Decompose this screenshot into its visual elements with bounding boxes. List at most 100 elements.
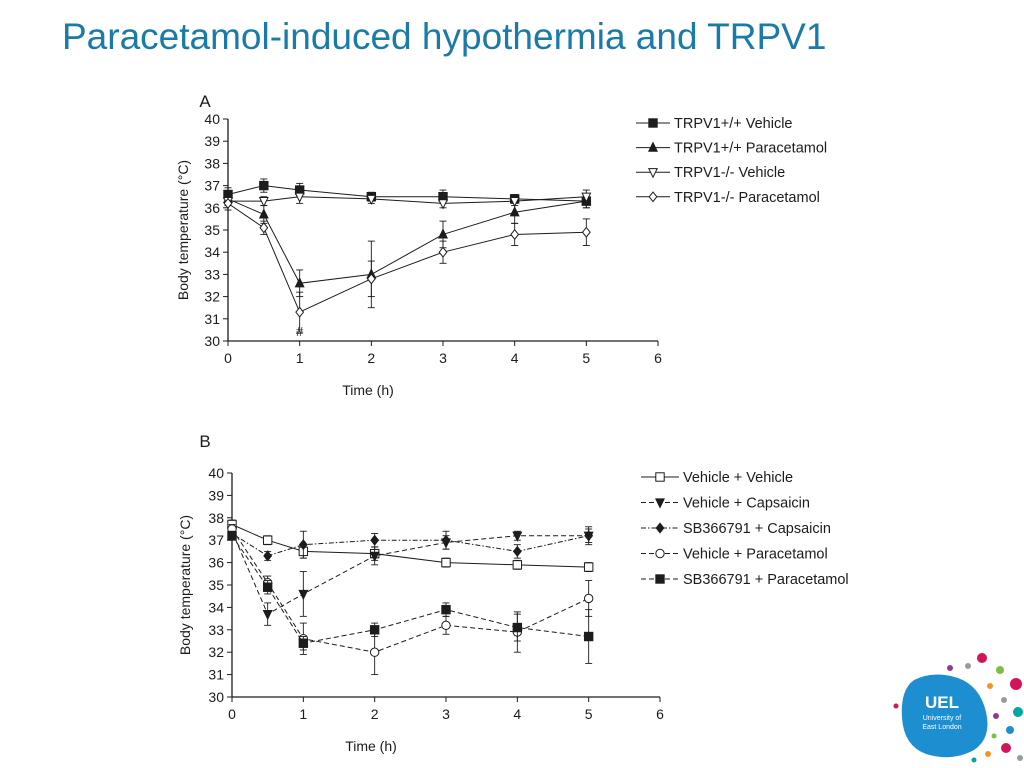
legend-label: TRPV1-/- Paracetamol [674,190,820,206]
uel-logo: UEL University of East London [893,653,1023,763]
data-point-marker [370,534,380,546]
data-point-marker [510,228,520,241]
legend-entry: TRPV1-/- Paracetamol [636,190,820,206]
data-point-marker [512,545,522,558]
data-point-marker [655,522,665,534]
legend-label: Vehicle + Capsaicin [683,496,810,512]
y-tick-label: 39 [208,487,224,503]
data-point-marker [509,197,520,208]
x-tick-label: 6 [654,350,662,366]
logo-dot [971,757,977,763]
y-tick-label: 40 [208,465,224,481]
data-point-marker [294,277,305,288]
data-point-marker [583,562,594,572]
legend-label: TRPV1+/+ Vehicle [674,116,793,132]
data-point-marker [441,620,451,631]
data-point-marker [298,589,309,601]
data-point-marker [655,472,665,482]
logo-dot [977,653,987,663]
data-point-marker [512,531,523,542]
data-point-marker [647,168,659,179]
y-tick-label: 37 [204,178,220,194]
logo-east-london-text: East London [922,724,961,731]
y-tick-label: 33 [208,622,224,638]
data-point-marker [298,638,309,648]
data-point-marker [262,535,273,545]
x-axis-label: Time (h) [342,382,394,398]
logo-dot [965,663,971,669]
series-line [227,202,587,313]
data-point-marker [441,534,451,546]
y-tick-label: 30 [208,689,224,705]
data-point-marker [227,531,237,541]
data-point-marker [648,191,658,203]
legend-entry: SB366791 + Paracetamol [641,572,849,588]
data-point-marker [655,574,665,584]
data-point-marker [583,593,594,604]
logo-dot [993,713,999,719]
y-tick-label: 33 [204,266,220,282]
data-point-marker [259,180,269,191]
y-axis-label: Body temperature (°C) [177,515,193,655]
y-tick-label: 32 [204,289,220,305]
x-tick-label: 5 [582,350,590,366]
data-point-marker [512,560,523,570]
y-tick-label: 40 [204,111,220,127]
series-line [231,535,589,644]
logo-dot [1013,707,1023,717]
panel-label: A [199,92,211,111]
slide-title: Paracetamol-induced hypothermia and TRPV… [62,16,827,57]
legend-label: TRPV1+/+ Paracetamol [674,141,827,157]
legend-entry: SB366791 + Capsaicin [641,521,831,537]
x-tick-label: 3 [439,350,447,366]
data-point-marker [509,206,520,217]
x-tick-label: 4 [513,706,521,722]
series-4 [223,196,591,333]
data-point-marker [647,141,659,152]
series-1 [227,519,594,573]
data-point-marker [581,192,592,203]
data-point-marker [294,192,305,203]
logo-uel-text: UEL [925,693,959,712]
data-point-marker [441,604,451,615]
y-tick-label: 34 [204,244,220,260]
data-point-marker [441,557,451,568]
logo-dot [1006,726,1014,734]
legend-entry: TRPV1+/+ Paracetamol [636,141,827,157]
x-tick-label: 4 [511,350,519,366]
legend-entry: Vehicle + Capsaicin [641,496,810,512]
x-tick-label: 3 [442,706,450,722]
data-point-marker [263,550,273,562]
y-tick-label: 31 [204,311,220,327]
data-point-marker [258,208,269,219]
y-tick-label: 34 [208,599,224,615]
logo-dot [1017,755,1023,761]
data-point-marker [437,228,449,239]
logo-dot [1010,678,1022,690]
y-tick-label: 32 [208,644,224,660]
legend-entry: Vehicle + Paracetamol [641,547,828,563]
x-tick-label: 1 [296,350,304,366]
data-point-marker [262,610,273,621]
logo-dot [985,751,991,757]
x-tick-label: 6 [656,706,664,722]
panel-label: B [199,432,210,451]
x-tick-label: 0 [224,350,232,366]
data-point-marker [223,197,233,209]
x-axis-label: Time (h) [345,738,397,754]
data-point-marker [512,622,523,633]
y-tick-label: 39 [204,133,220,149]
y-tick-label: 35 [204,222,220,238]
y-tick-label: 31 [208,667,224,683]
logo-dot [996,666,1004,674]
data-point-marker [259,222,269,234]
data-point-marker [366,194,377,206]
series-line [228,196,587,204]
logo-university-text: University of [923,715,962,722]
data-point-marker [258,197,269,208]
y-tick-label: 38 [208,510,224,526]
legend-label: SB366791 + Paracetamol [683,572,849,588]
